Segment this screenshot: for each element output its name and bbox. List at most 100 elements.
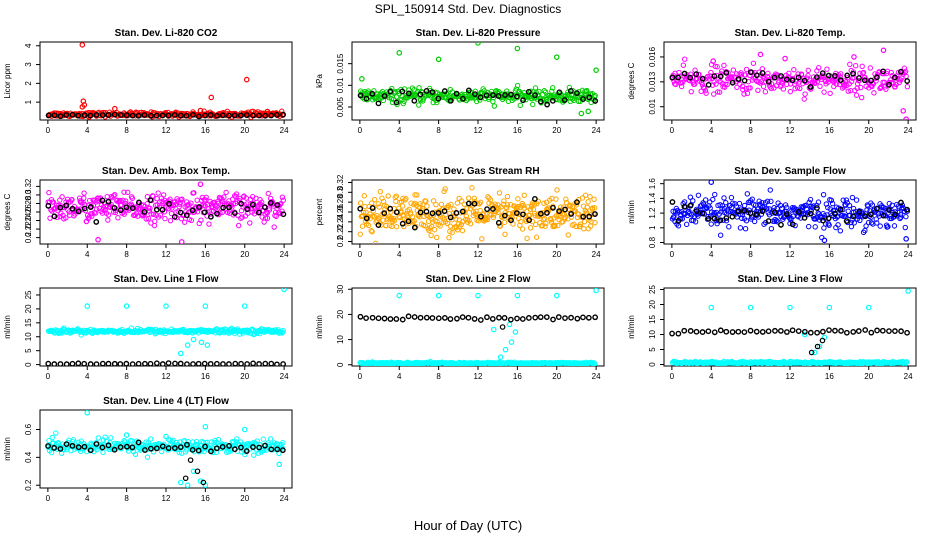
- data-point: [387, 205, 394, 212]
- data-point: [762, 89, 769, 95]
- data-point: [729, 329, 736, 335]
- data-point: [771, 74, 778, 81]
- data-point: [718, 71, 724, 77]
- data-point: [547, 94, 553, 100]
- data-point: [57, 445, 64, 452]
- y-tick-label: 0.26: [336, 204, 345, 220]
- data-point: [710, 196, 716, 203]
- data-point: [869, 83, 875, 90]
- data-point: [867, 211, 874, 218]
- data-point: [150, 193, 156, 200]
- data-point: [565, 89, 571, 95]
- data-point: [764, 198, 771, 204]
- outlier-point: [79, 42, 86, 48]
- data-point: [51, 444, 58, 451]
- data-point: [207, 213, 214, 220]
- data-point: [50, 199, 56, 205]
- y-axis-label: percent: [315, 198, 324, 225]
- figure-x-axis-label: Hour of Day (UTC): [414, 518, 522, 533]
- data-point: [717, 327, 724, 334]
- y-tick-label: 0.01: [648, 98, 657, 114]
- outlier-point: [499, 324, 506, 330]
- data-point: [198, 217, 204, 223]
- data-point: [147, 360, 154, 366]
- data-point: [765, 218, 772, 224]
- x-tick-label: 24: [592, 250, 601, 259]
- outlier-point: [506, 321, 513, 328]
- data-point: [483, 92, 490, 99]
- data-point: [159, 448, 165, 455]
- data-point: [438, 201, 445, 208]
- data-point: [48, 449, 55, 456]
- data-point: [525, 315, 532, 321]
- y-axis-label: ml/min: [627, 200, 636, 224]
- data-point: [728, 194, 735, 201]
- chart-panel: Stan. Dev. Line 3 Flow ml/min 0 4 8 12 16 20 24 0…: [627, 274, 917, 381]
- chart-panel: Stan. Dev. Line 4 (LT) Flow ml/min 0 4 8 12 16…: [3, 396, 293, 503]
- data-point: [196, 204, 202, 210]
- data-point: [490, 214, 497, 221]
- data-point: [681, 211, 687, 218]
- data-point: [250, 444, 256, 450]
- data-point: [194, 197, 200, 203]
- data-point: [93, 441, 100, 447]
- data-point: [582, 192, 589, 198]
- data-point: [690, 198, 696, 204]
- data-point: [479, 236, 485, 242]
- data-point: [256, 444, 263, 451]
- series: [45, 288, 287, 357]
- data-point: [514, 315, 520, 322]
- data-point: [783, 211, 790, 217]
- data-point: [111, 205, 118, 211]
- data-point: [711, 73, 718, 80]
- data-point: [437, 223, 443, 229]
- outlier-point: [905, 288, 911, 294]
- data-point: [680, 62, 687, 68]
- data-point: [274, 202, 281, 208]
- data-point: [825, 215, 832, 222]
- outlier-point: [95, 236, 101, 243]
- y-tick-label: 0.32: [336, 174, 345, 190]
- data-point: [357, 205, 364, 212]
- x-tick-label: 16: [513, 250, 522, 259]
- outlier-point: [123, 432, 130, 438]
- outlier-point: [396, 50, 403, 56]
- data-point: [527, 206, 534, 213]
- x-tick-label: 0: [46, 372, 51, 381]
- data-point: [256, 209, 262, 216]
- data-point: [544, 98, 550, 105]
- data-point: [232, 360, 239, 366]
- data-point: [124, 443, 130, 450]
- data-point: [444, 220, 451, 227]
- data-point: [592, 219, 598, 226]
- data-point: [46, 437, 52, 444]
- data-point: [528, 96, 535, 102]
- data-point: [586, 94, 593, 101]
- outlier-point: [123, 303, 130, 309]
- data-point: [699, 210, 706, 217]
- data-point: [817, 83, 823, 90]
- data-point: [214, 210, 220, 217]
- data-point: [778, 221, 784, 228]
- data-point: [693, 328, 700, 335]
- data-point: [141, 209, 148, 215]
- data-point: [123, 112, 130, 119]
- data-point: [99, 197, 106, 204]
- y-tick-label: 0.4: [24, 451, 33, 463]
- data-point: [99, 112, 106, 119]
- data-point: [759, 70, 766, 76]
- data-point: [763, 78, 769, 85]
- data-point: [393, 209, 400, 216]
- outlier-point: [903, 116, 909, 120]
- data-point: [730, 67, 737, 73]
- outlier-point: [84, 410, 91, 416]
- data-point: [805, 223, 812, 230]
- x-tick-label: 20: [864, 126, 873, 135]
- x-tick-label: 24: [280, 250, 289, 259]
- data-point: [262, 215, 269, 221]
- x-tick-label: 4: [85, 372, 90, 381]
- data-point: [567, 203, 573, 209]
- data-point: [243, 448, 250, 454]
- data-point: [251, 452, 257, 458]
